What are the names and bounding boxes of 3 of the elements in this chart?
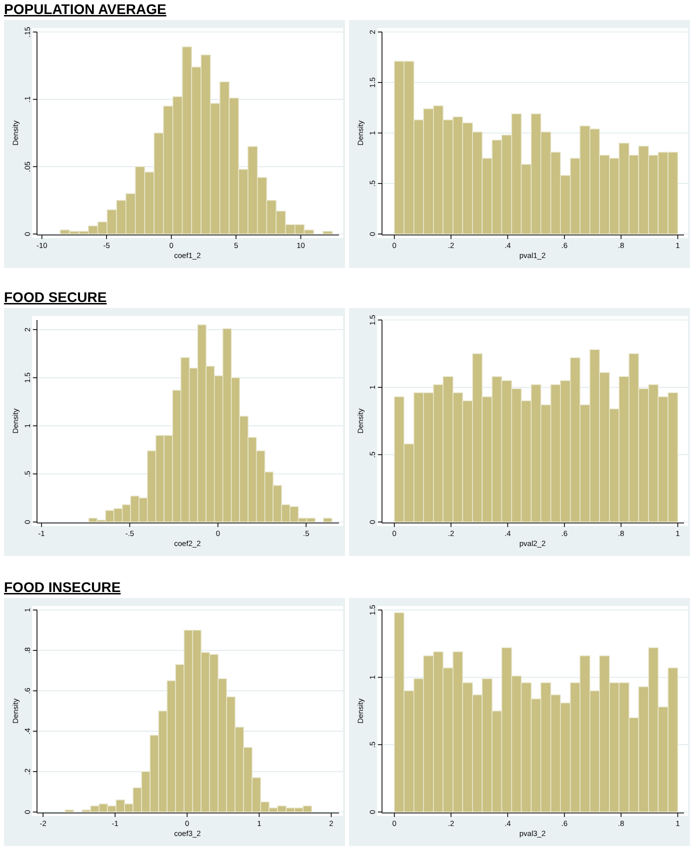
chart-title: FOOD SECURE (4, 289, 107, 305)
chart-title: FOOD INSECURE (4, 579, 121, 595)
chart-title: POPULATION AVERAGE (4, 1, 166, 17)
